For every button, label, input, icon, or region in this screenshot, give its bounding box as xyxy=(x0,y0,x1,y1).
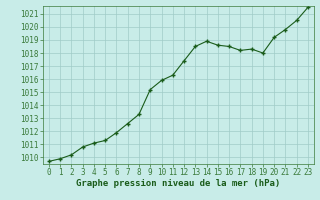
X-axis label: Graphe pression niveau de la mer (hPa): Graphe pression niveau de la mer (hPa) xyxy=(76,179,281,188)
